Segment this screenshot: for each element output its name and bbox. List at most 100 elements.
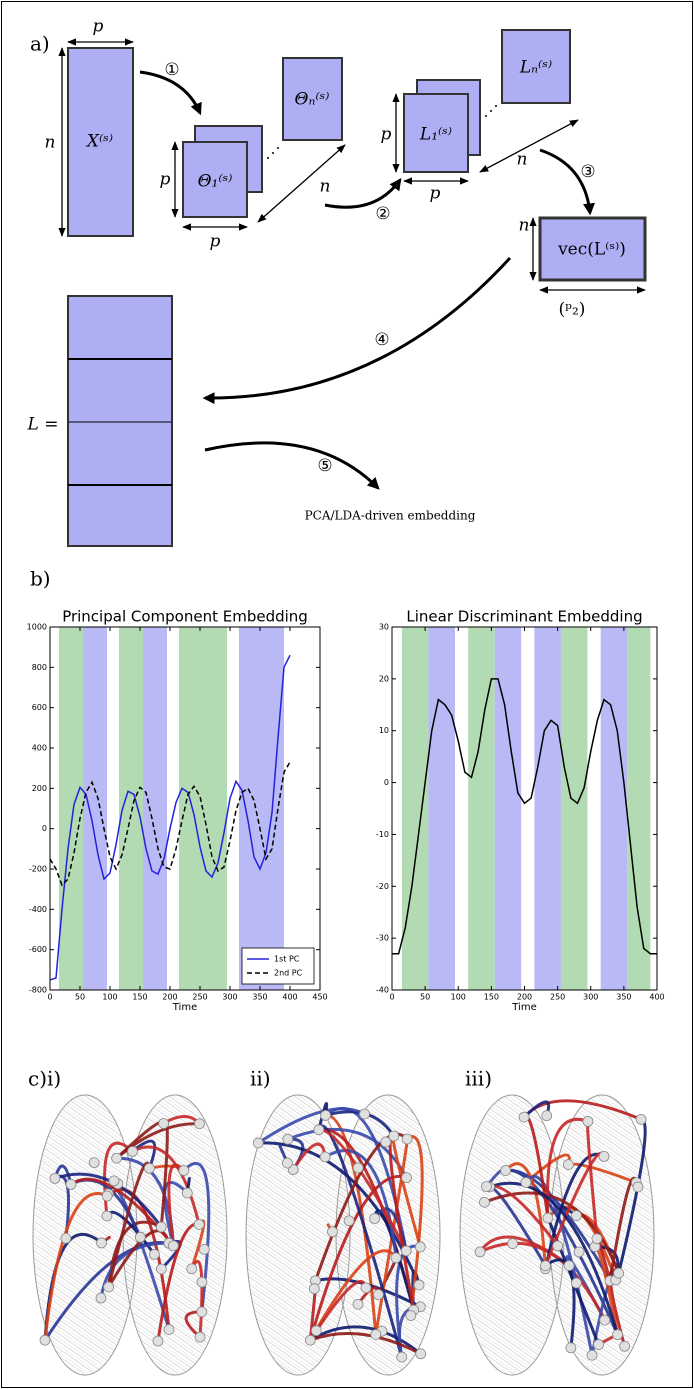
node	[39, 1334, 51, 1346]
node	[541, 1110, 553, 1122]
connection	[504, 1168, 620, 1337]
node	[194, 1118, 205, 1130]
panel-label: ii)	[250, 1067, 271, 1091]
dim-label: p	[430, 184, 441, 204]
node	[143, 1162, 155, 1174]
step-arrow	[204, 441, 380, 490]
dim-label: p	[160, 170, 171, 190]
node	[193, 1219, 205, 1230]
matrix-label: Θₙ⁽ˢ⁾	[295, 90, 330, 110]
connection	[308, 1249, 398, 1342]
chart-title: Linear Discriminant Embedding	[406, 608, 642, 626]
node	[415, 1348, 427, 1360]
node	[196, 1276, 208, 1288]
x-tick-label: 50	[420, 993, 430, 1002]
node	[380, 1136, 392, 1148]
node	[593, 1339, 604, 1350]
shaded-band	[627, 627, 651, 990]
node	[359, 1108, 370, 1120]
matrix-label: vec(L⁽ˢ⁾)	[557, 240, 626, 260]
node	[252, 1137, 264, 1149]
node	[134, 1231, 146, 1243]
node	[401, 1133, 413, 1145]
x-tick-label: 250	[192, 993, 207, 1002]
dim-arrow	[257, 144, 346, 223]
node	[481, 1181, 492, 1192]
node	[178, 1165, 190, 1176]
node	[571, 1210, 582, 1221]
node	[152, 1335, 164, 1347]
node	[308, 1283, 320, 1295]
node	[388, 1130, 400, 1142]
brain-images	[32, 1094, 655, 1376]
data-line	[392, 678, 657, 955]
shaded-band	[560, 627, 588, 990]
y-tick-label: -200	[29, 865, 47, 874]
step-arrow	[324, 178, 402, 209]
connection	[488, 1181, 620, 1337]
node	[540, 1260, 551, 1272]
connection	[182, 1161, 211, 1314]
dot	[267, 157, 269, 159]
node	[500, 1165, 512, 1176]
x-tick-label: 200	[517, 993, 532, 1002]
node	[635, 1113, 647, 1125]
dim-label: p	[93, 17, 104, 37]
node	[103, 1281, 115, 1293]
x-tick-label: 350	[252, 993, 267, 1002]
y-tick-label: 1000	[27, 623, 47, 632]
connection	[190, 1260, 204, 1339]
step-label: ⑤	[317, 456, 332, 476]
node	[373, 1289, 384, 1300]
dim-label: p	[210, 232, 221, 252]
connection	[405, 1135, 424, 1318]
dim-label: n	[45, 133, 56, 153]
shaded-band	[600, 627, 628, 990]
matrix	[182, 141, 248, 218]
x-tick-label: 0	[389, 993, 394, 1002]
node	[613, 1267, 625, 1279]
stack-label: L =	[27, 415, 59, 435]
x-tick-label: 100	[451, 993, 466, 1002]
x-tick-label: 400	[282, 993, 297, 1002]
node	[149, 1248, 160, 1260]
shaded-band	[143, 627, 167, 990]
connection	[313, 1132, 409, 1283]
panel-label: c)i)	[28, 1067, 61, 1091]
y-tick-label: -10	[376, 830, 389, 839]
node	[542, 1212, 554, 1224]
x-tick-label: 300	[222, 993, 237, 1002]
dot	[272, 152, 274, 154]
node	[405, 1310, 417, 1321]
x-tick-label: 300	[583, 993, 598, 1002]
node	[414, 1241, 426, 1253]
node	[310, 1325, 322, 1337]
node	[282, 1157, 293, 1169]
x-tick-label: 250	[550, 993, 565, 1002]
node	[319, 1151, 331, 1163]
dot	[277, 147, 279, 149]
legend-box	[241, 947, 315, 985]
dot	[485, 115, 487, 117]
x-tick-label: 0	[47, 993, 52, 1002]
node	[586, 1349, 598, 1361]
node	[563, 1260, 575, 1271]
node	[552, 1240, 564, 1252]
shaded-band	[494, 627, 522, 990]
connection	[373, 1209, 416, 1312]
matrix	[501, 29, 571, 104]
node	[582, 1115, 594, 1127]
node	[571, 1277, 582, 1289]
step-arrow	[539, 148, 595, 216]
connection	[317, 1128, 408, 1253]
axes-frame	[49, 626, 321, 991]
node	[101, 1190, 113, 1202]
connection	[256, 1107, 367, 1145]
connection	[131, 1145, 201, 1226]
node	[101, 1210, 113, 1222]
connection	[373, 1207, 408, 1253]
connection	[545, 1117, 590, 1220]
connection	[167, 1163, 186, 1248]
connection	[115, 1122, 202, 1160]
